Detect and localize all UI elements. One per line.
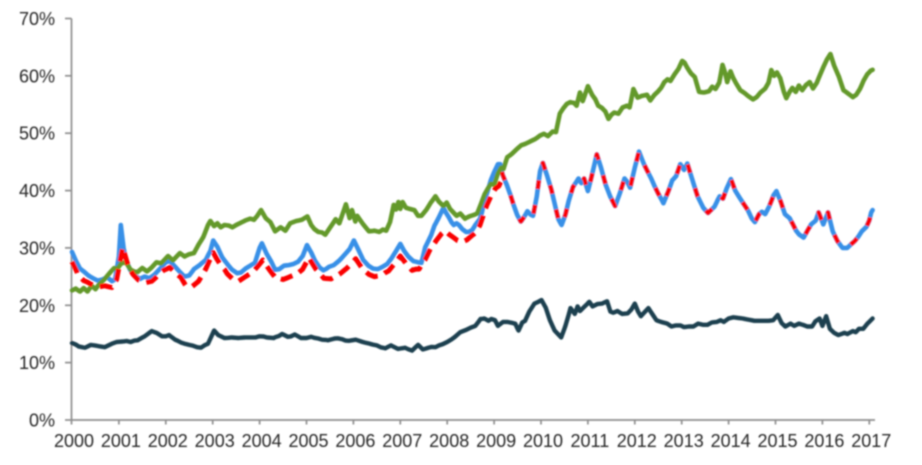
svg-text:2006: 2006: [335, 431, 375, 451]
svg-text:2004: 2004: [242, 431, 282, 451]
svg-text:2009: 2009: [476, 431, 516, 451]
svg-text:2007: 2007: [382, 431, 422, 451]
svg-text:50%: 50%: [19, 124, 55, 144]
svg-text:0%: 0%: [29, 411, 55, 431]
svg-text:2015: 2015: [757, 431, 797, 451]
svg-text:2010: 2010: [523, 431, 563, 451]
svg-text:2001: 2001: [101, 431, 141, 451]
svg-text:2016: 2016: [804, 431, 844, 451]
svg-text:2011: 2011: [571, 431, 610, 451]
svg-text:2002: 2002: [148, 431, 188, 451]
svg-text:2012: 2012: [617, 431, 657, 451]
svg-text:2008: 2008: [429, 431, 469, 451]
svg-text:2017: 2017: [851, 431, 891, 451]
svg-text:20%: 20%: [19, 296, 55, 316]
svg-text:2003: 2003: [195, 431, 235, 451]
svg-text:70%: 70%: [19, 9, 55, 29]
svg-text:40%: 40%: [19, 181, 55, 201]
svg-text:10%: 10%: [19, 353, 55, 373]
svg-text:2014: 2014: [711, 431, 751, 451]
svg-text:30%: 30%: [19, 238, 55, 258]
svg-text:2013: 2013: [664, 431, 704, 451]
svg-text:2000: 2000: [54, 431, 94, 451]
svg-text:2005: 2005: [288, 431, 328, 451]
svg-text:60%: 60%: [19, 66, 55, 86]
